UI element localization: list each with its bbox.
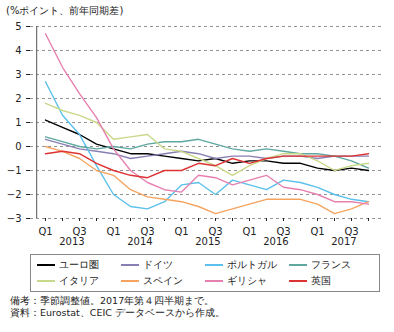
svg-text:Q3: Q3 — [140, 225, 155, 237]
svg-text:5: 5 — [15, 21, 21, 32]
html-text:資料：Eurostat、CEIC データベースから作成。: 資料：Eurostat、CEIC データベースから作成。 — [10, 307, 225, 319]
svg-text:Q1: Q1 — [174, 226, 188, 237]
html-text:ポルトガル: ポルトガル — [227, 259, 277, 270]
svg-text:2: 2 — [15, 93, 21, 104]
svg-text:Q1: Q1 — [310, 226, 324, 237]
svg-text:Q1: Q1 — [242, 226, 256, 237]
html-text:ギリシャ: ギリシャ — [227, 275, 267, 286]
html-text:備考：季節調整値。2017年第４四半期まで。: 備考：季節調整値。2017年第４四半期まで。 — [10, 295, 215, 306]
svg-text:4: 4 — [15, 45, 21, 56]
svg-text:−1: −1 — [7, 165, 22, 176]
html-text:フランス: フランス — [311, 259, 351, 270]
html-text:英国: 英国 — [311, 275, 331, 286]
svg-text:2017: 2017 — [331, 236, 356, 247]
svg-text:Q3: Q3 — [72, 225, 87, 237]
svg-text:Q3: Q3 — [344, 225, 359, 237]
svg-text:3: 3 — [15, 69, 21, 80]
svg-text:2015: 2015 — [195, 236, 220, 247]
html-text:イタリア: イタリア — [59, 275, 99, 286]
svg-text:Q1: Q1 — [38, 226, 52, 237]
svg-text:Q3: Q3 — [208, 225, 223, 237]
svg-text:1: 1 — [15, 117, 21, 128]
svg-text:0: 0 — [15, 141, 21, 152]
svg-text:2014: 2014 — [127, 236, 152, 247]
svg-text:2013: 2013 — [59, 236, 84, 247]
svg-text:2016: 2016 — [263, 236, 288, 247]
html-text:ユーロ圏: ユーロ圏 — [59, 259, 99, 270]
svg-text:−3: −3 — [7, 213, 22, 224]
html-text:スペイン: スペイン — [143, 275, 183, 286]
svg-text:Q3: Q3 — [276, 225, 291, 237]
html-text:(%ポイント、前年同期差): (%ポイント、前年同期差) — [6, 5, 124, 16]
html-text:ドイツ: ドイツ — [143, 259, 173, 270]
svg-text:Q1: Q1 — [106, 226, 120, 237]
svg-text:−2: −2 — [7, 189, 22, 200]
